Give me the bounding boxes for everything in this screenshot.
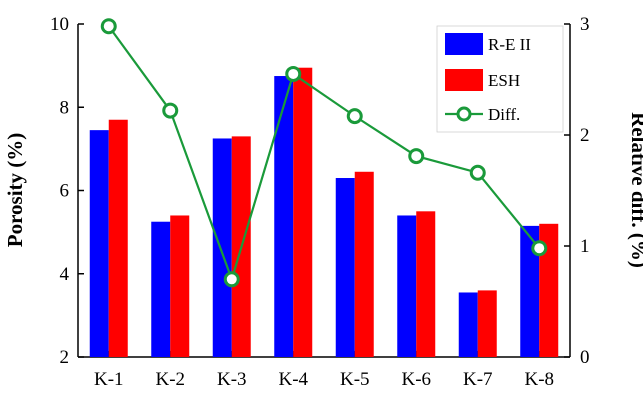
bar (151, 221, 171, 357)
bar (477, 290, 497, 357)
legend-label: R-E II (488, 35, 531, 54)
diff-point (346, 108, 363, 125)
y2-tick-label: 3 (580, 14, 590, 35)
bar (397, 215, 417, 357)
left-y-ticks: 2 4 6 8 10 (50, 14, 84, 368)
x-tick-label: K-3 (217, 369, 247, 390)
x-tick-label: K-5 (340, 369, 370, 390)
legend: R-E II ESH Diff. (436, 25, 564, 133)
bar (520, 225, 540, 357)
legend-swatch (445, 69, 483, 91)
x-tick-label: K-2 (155, 369, 185, 390)
y2-tick-label: 2 (580, 125, 590, 146)
legend-marker (456, 106, 472, 122)
bar (89, 130, 109, 357)
bar (416, 211, 436, 357)
bars (89, 67, 559, 358)
bar (458, 292, 478, 357)
y-tick-label: 2 (60, 347, 70, 368)
bar (170, 215, 190, 357)
diff-line (107, 25, 541, 283)
legend-label: Diff. (488, 105, 520, 124)
bar (335, 178, 355, 357)
diff-line-series (100, 18, 548, 288)
y2-axis-label: Relative diff. (%) (627, 112, 643, 268)
y-tick-label: 8 (60, 97, 70, 118)
x-tick-label: K-8 (524, 369, 554, 390)
legend-label: ESH (488, 71, 520, 90)
bar (274, 76, 294, 357)
x-tick-label: K-1 (94, 369, 124, 390)
y-tick-label: 4 (60, 264, 70, 285)
diff-point (408, 148, 425, 165)
diff-point (285, 65, 302, 82)
diff-point (162, 102, 179, 119)
x-tick-label: K-7 (463, 369, 493, 390)
bar (539, 223, 559, 357)
diff-point (469, 164, 486, 181)
bar (354, 171, 374, 357)
x-tick-label: K-4 (278, 369, 308, 390)
diff-point (531, 240, 548, 257)
diff-point (223, 271, 240, 288)
right-y-ticks: 0 1 2 3 (564, 14, 590, 368)
y-tick-label: 10 (50, 14, 69, 35)
diff-point (100, 18, 117, 35)
y2-tick-label: 0 (580, 347, 590, 368)
bar (212, 138, 232, 357)
x-tick-label: K-6 (401, 369, 431, 390)
bar (108, 119, 128, 357)
y2-tick-label: 1 (580, 236, 590, 257)
y-tick-label: 6 (60, 181, 70, 202)
legend-swatch (445, 33, 483, 55)
bar (293, 67, 313, 358)
y-axis-label: Porosity (%) (3, 133, 27, 248)
